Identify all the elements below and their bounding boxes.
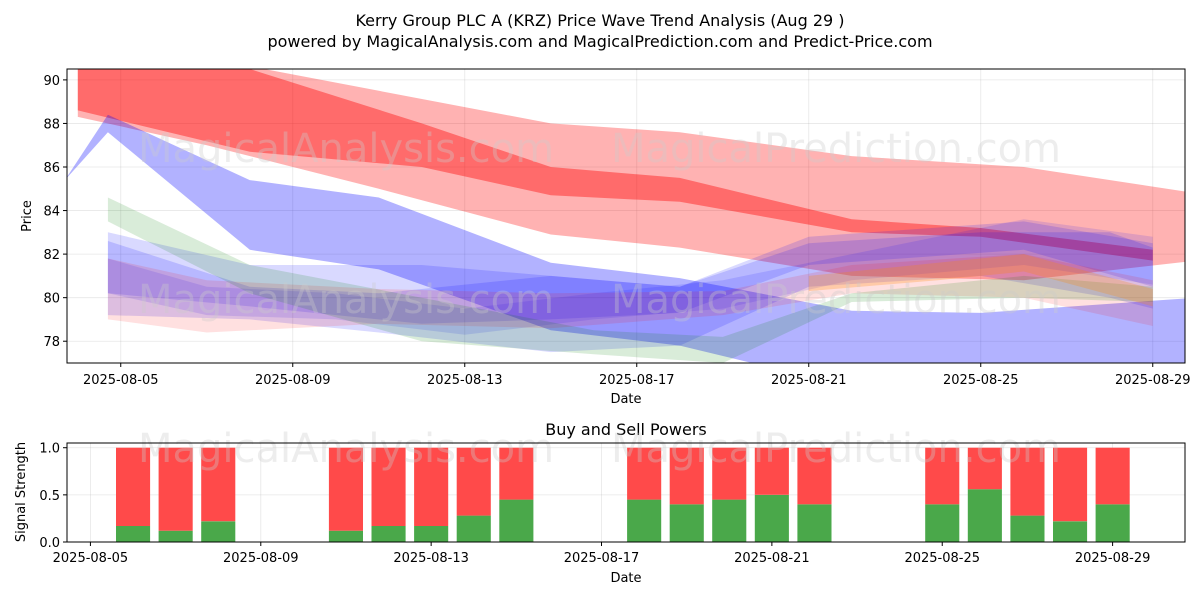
- signal-x-tick-label: 2025-08-05: [53, 551, 129, 566]
- sell-bar: [158, 447, 193, 531]
- sell-bar: [201, 447, 236, 522]
- price-band-1: [77, 69, 1153, 261]
- sell-bar: [967, 447, 1002, 490]
- signal-y-ticks: 0.0 0.5 1.0: [39, 442, 67, 551]
- watermark-top-right: MagicalPrediction.com: [611, 126, 1061, 172]
- price-band-0: [77, 69, 1185, 281]
- price-band-6: [107, 254, 1153, 333]
- signal-y-tick-label: 0.0: [39, 536, 60, 551]
- sell-bar: [754, 447, 789, 495]
- signal-y-tick-label: 1.0: [39, 442, 60, 457]
- buy-bar: [627, 499, 662, 542]
- sell-bar: [712, 447, 747, 500]
- sell-bar: [1053, 447, 1088, 522]
- watermark-bottom-right: MagicalPrediction.com: [611, 426, 1061, 472]
- sell-bar: [456, 447, 491, 516]
- price-x-axis-label: Date: [610, 392, 641, 407]
- watermark-mid-left: MagicalAnalysis.com: [138, 277, 554, 323]
- price-axes-frame: [66, 68, 1186, 364]
- buy-bar: [158, 530, 193, 542]
- sell-bar: [499, 447, 534, 500]
- price-y-tick-label: 86: [43, 161, 60, 176]
- buy-bar: [1095, 504, 1130, 542]
- sell-bar: [1095, 447, 1130, 505]
- price-y-tick-label: 80: [43, 292, 60, 307]
- buy-bar: [797, 504, 832, 542]
- buy-bar: [754, 494, 789, 542]
- sell-bar: [925, 447, 960, 505]
- signal-axes-frame: [66, 442, 1186, 543]
- buy-bar: [116, 526, 151, 542]
- sell-bar: [328, 447, 363, 531]
- price-x-tick-label: 2025-08-17: [599, 373, 675, 388]
- price-x-tick-label: 2025-08-25: [943, 373, 1019, 388]
- price-y-tick-label: 90: [43, 74, 60, 89]
- sell-bar: [627, 447, 662, 500]
- signal-bars: [116, 447, 1130, 542]
- signal-x-tick-label: 2025-08-29: [1075, 551, 1151, 566]
- price-y-ticks: 78 80 82 84 86 88 90: [43, 74, 67, 350]
- buy-bar: [201, 521, 236, 542]
- watermark-top-left: MagicalAnalysis.com: [138, 126, 554, 172]
- buy-bar: [669, 504, 704, 542]
- buy-bar: [371, 526, 406, 542]
- signal-x-axis-label: Date: [610, 571, 641, 586]
- price-band-2: [67, 114, 1185, 363]
- signal-x-tick-label: 2025-08-13: [393, 551, 469, 566]
- sell-bar: [116, 447, 151, 526]
- buy-bar: [1010, 515, 1045, 542]
- price-x-tick-label: 2025-08-05: [83, 373, 159, 388]
- price-x-tick-label: 2025-08-09: [255, 373, 331, 388]
- figure-title-line1: Kerry Group PLC A (KRZ) Price Wave Trend…: [355, 11, 844, 30]
- price-y-tick-label: 88: [43, 117, 60, 132]
- watermark-bottom-left: MagicalAnalysis.com: [138, 426, 554, 472]
- price-plot-area: [67, 69, 1185, 363]
- buy-bar: [925, 504, 960, 542]
- signal-chart: Buy and Sell Powers MagicalAnalysis.com …: [14, 420, 1186, 586]
- price-band-7: [107, 197, 1153, 363]
- price-x-tick-label: 2025-08-13: [427, 373, 503, 388]
- price-bands: [67, 69, 1185, 363]
- buy-bar: [414, 526, 449, 542]
- buy-bar: [456, 515, 491, 542]
- sell-bar: [797, 447, 832, 505]
- signal-y-axis-label: Signal Strength: [14, 442, 29, 542]
- price-chart: MagicalAnalysis.com MagicalPrediction.co…: [20, 68, 1191, 407]
- figure-title-line2: powered by MagicalAnalysis.com and Magic…: [267, 32, 932, 51]
- price-band-3: [107, 232, 1153, 353]
- price-x-tick-label: 2025-08-21: [771, 373, 847, 388]
- price-x-ticks: 2025-08-05 2025-08-09 2025-08-13 2025-08-17…: [83, 363, 1191, 388]
- buy-bar: [328, 530, 363, 542]
- signal-x-tick-label: 2025-08-17: [564, 551, 640, 566]
- buy-bar: [967, 489, 1002, 542]
- buy-bar: [499, 499, 534, 542]
- watermark-mid-right: MagicalPrediction.com: [611, 277, 1061, 323]
- price-band-4: [107, 221, 1153, 324]
- price-y-tick-label: 84: [43, 205, 60, 220]
- signal-x-tick-label: 2025-08-25: [904, 551, 980, 566]
- signal-y-tick-label: 0.5: [39, 489, 60, 504]
- buy-bar: [1053, 521, 1088, 542]
- price-y-tick-label: 78: [43, 335, 60, 350]
- signal-x-tick-label: 2025-08-09: [223, 551, 299, 566]
- sell-bar: [371, 447, 406, 526]
- buy-bar: [712, 499, 747, 542]
- signal-x-ticks: 2025-08-05 2025-08-09 2025-08-13 2025-08-17…: [53, 542, 1151, 566]
- signal-chart-title: Buy and Sell Powers: [545, 420, 707, 439]
- signal-x-tick-label: 2025-08-21: [734, 551, 810, 566]
- sell-bar: [414, 447, 449, 526]
- price-y-tick-label: 82: [43, 248, 60, 263]
- price-y-axis-label: Price: [20, 200, 35, 232]
- sell-bar: [669, 447, 704, 505]
- sell-bar: [1010, 447, 1045, 516]
- price-band-5: [107, 219, 1153, 335]
- price-band-8: [808, 254, 1153, 307]
- price-grid: [67, 69, 1185, 363]
- price-x-tick-label: 2025-08-29: [1115, 373, 1191, 388]
